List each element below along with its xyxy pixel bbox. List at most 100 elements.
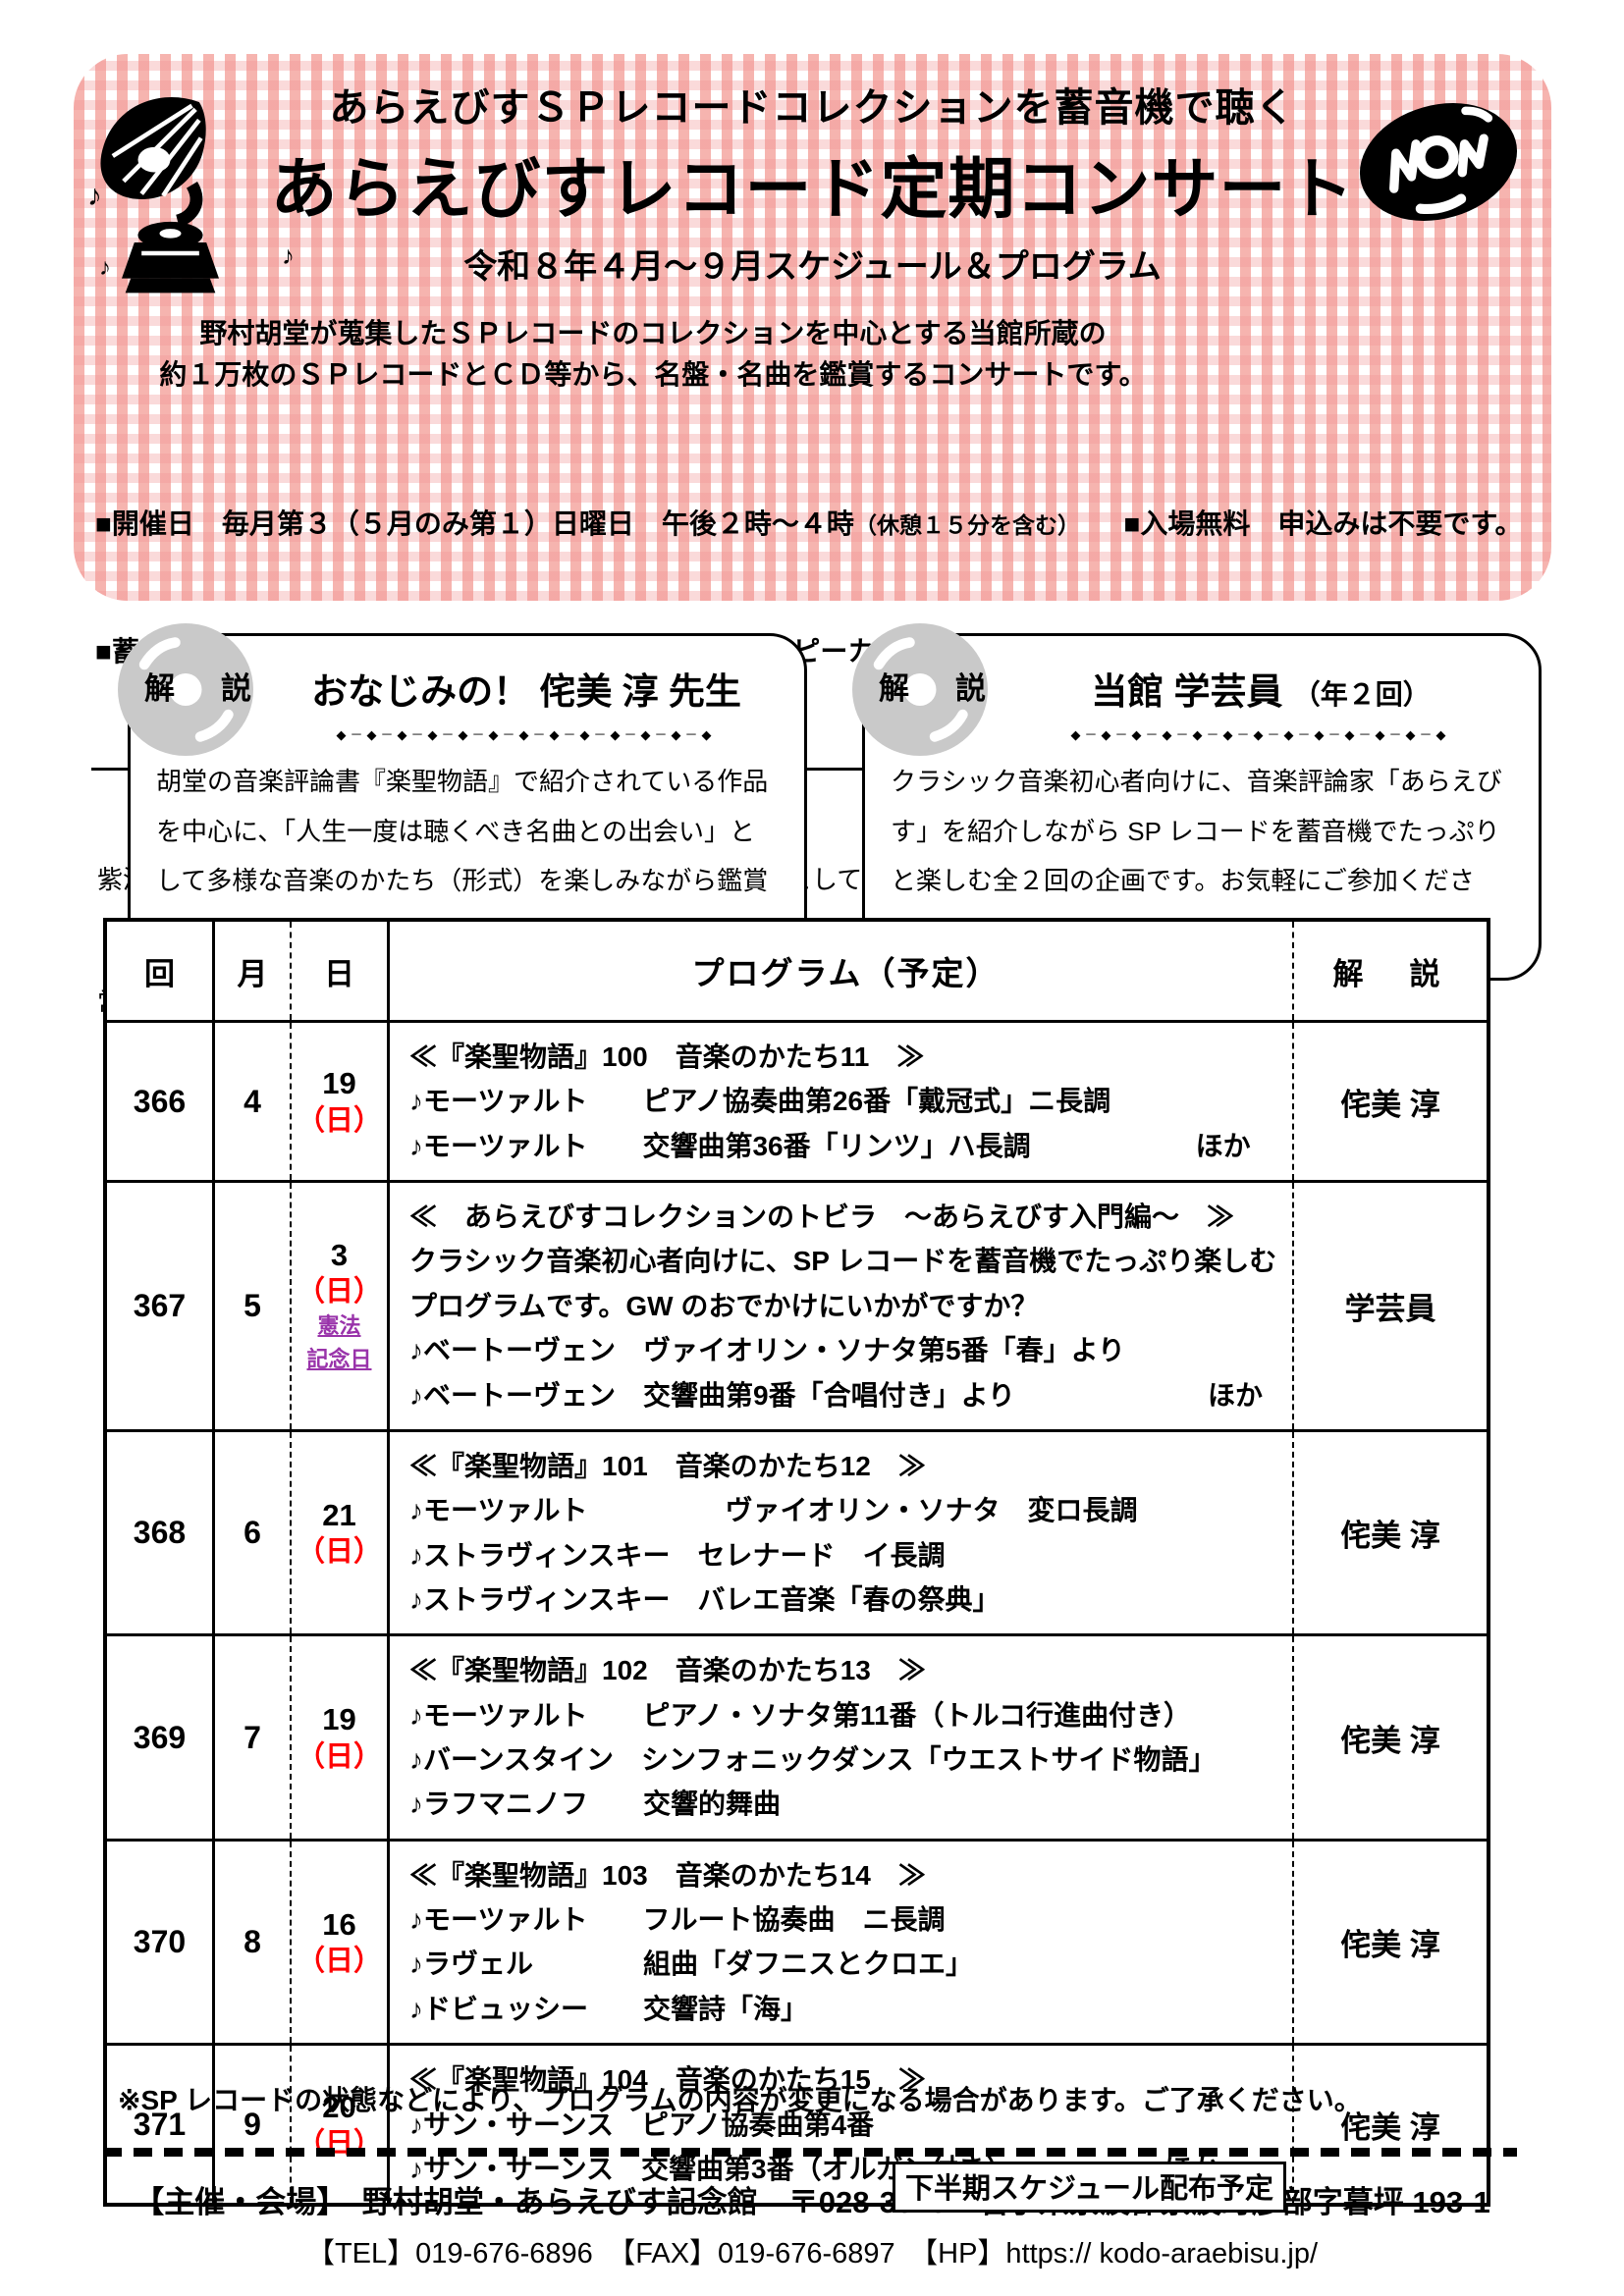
program-cell: ≪『楽聖物語』101 音楽のかたち12 ≫ ♪モーツァルト ヴァイオリン・ソナタ… xyxy=(390,1431,1294,1634)
program-line: ♪ラヴェル 組曲「ダフニスとクロエ」 xyxy=(409,1949,974,1980)
program-line: ♪モーツァルト ピアノ・ソナタ第11番（トルコ行進曲付き） xyxy=(409,1699,1191,1731)
program-line: クラシック音楽初心者向けに、SP レコードを蓄音機でたっぷり楽しむプログラムです… xyxy=(409,1246,1277,1321)
program-line: ♪モーツァルト ヴァイオリン・ソナタ 変ロ長調 xyxy=(409,1495,1138,1526)
program-line: ♪ベートーヴェン 交響曲第9番「合唱付き」より ほか xyxy=(409,1379,1264,1411)
lecturer-cell: 侘美 淳 xyxy=(1340,1519,1440,1554)
program-line: ♪ストラヴィンスキー セレナード イ長調 xyxy=(409,1539,946,1571)
day-cell: 3 （日） 憲法 記念日 xyxy=(292,1183,390,1429)
kaisetsu-badge-label: 解 説 xyxy=(879,671,994,706)
round-number-cell: 366 xyxy=(107,1023,215,1181)
program-line: ♪モーツァルト フルート協奏曲 ニ長調 xyxy=(409,1904,946,1936)
lecturer-cell: 侘美 淳 xyxy=(1340,2109,1440,2145)
program-line: ♪ドビュッシー 交響詩「海」 xyxy=(409,1993,809,2024)
day-of-week: （日） xyxy=(296,1946,382,1978)
diamond-divider: ◆－◆－◆－◆－◆－◆－◆－◆－◆－◆－◆－◆－◆ xyxy=(1070,727,1450,742)
detail-value: 毎月第３（５月のみ第１）日曜日 午後２時～４時 xyxy=(193,507,854,539)
program-change-disclaimer: ※SP レコードの状態などにより、プログラムの内容が変更になる場合があります。ご… xyxy=(118,2085,1362,2115)
month-cell: 8 xyxy=(215,1841,292,2044)
month-cell: 6 xyxy=(215,1431,292,1634)
day-number: 20 xyxy=(322,2089,356,2124)
header-cell-commentary: 解 説 xyxy=(1332,956,1448,991)
page-title: あらえびすレコード定期コンサート xyxy=(270,152,1355,227)
dashed-separator xyxy=(103,2148,1517,2157)
program-title-line: ≪『楽聖物語』100 音楽のかたち11 ≫ xyxy=(409,1041,925,1072)
holiday-label: 記念日 xyxy=(306,1347,372,1372)
day-number: 16 xyxy=(322,1906,356,1942)
day-of-week: （日） xyxy=(296,1740,382,1773)
program-cell: ≪ あらえびすコレクションのトビラ ～あらえびす入門編～ ≫ クラシック音楽初心… xyxy=(390,1183,1294,1429)
program-title-line: ≪ あらえびすコレクションのトビラ ～あらえびす入門編～ ≫ xyxy=(409,1201,1235,1233)
record-badge-icon xyxy=(118,623,253,756)
holiday-label: 憲法 xyxy=(317,1312,361,1338)
program-title-line: ≪『楽聖物語』101 音楽のかたち12 ≫ xyxy=(409,1450,926,1481)
program-line: ♪モーツァルト ピアノ協奏曲第26番「戴冠式」ニ長調 xyxy=(409,1086,1111,1117)
lecturer-cell: 侘美 淳 xyxy=(1340,1927,1440,1962)
month-cell: 9 xyxy=(215,2046,292,2204)
program-cell: ≪『楽聖物語』103 音楽のかたち14 ≫ ♪モーツァルト フルート協奏曲 ニ長… xyxy=(390,1841,1294,2044)
schedule-table: 回 月 日 プログラム（予定） 解 説 366 4 19 （日） ≪『楽聖物語』… xyxy=(103,918,1490,2214)
commentator-title: おなじみの！ 侘美 淳 先生 xyxy=(284,662,769,715)
program-cell: ≪『楽聖物語』102 音楽のかたち13 ≫ ♪モーツァルト ピアノ・ソナタ第11… xyxy=(390,1636,1294,1839)
record-disc-icon xyxy=(1359,103,1518,221)
table-row: 368 6 21 （日） ≪『楽聖物語』101 音楽のかたち12 ≫ ♪モーツァ… xyxy=(107,1428,1487,1634)
header-cell-month: 月 xyxy=(215,922,292,1020)
table-row: 369 7 19 （日） ≪『楽聖物語』102 音楽のかたち13 ≫ ♪モーツァ… xyxy=(107,1633,1487,1839)
round-number-cell: 370 xyxy=(107,1841,215,2044)
month-cell: 4 xyxy=(215,1023,292,1181)
day-of-week: （日） xyxy=(296,1104,382,1137)
separator-line xyxy=(91,768,1534,772)
program-title-line: ≪『楽聖物語』104 音楽のかたち15 ≫ xyxy=(409,2064,926,2096)
header-tagline: あらえびすＳＰレコードコレクションを蓄音機で聴く xyxy=(329,86,1296,130)
day-cell: 19 （日） xyxy=(292,1023,390,1181)
organizer-venue-line: 【主催・会場】 野村胡堂・あらえびす記念館 〒028-3315 岩手県紫波郡紫波… xyxy=(134,2185,1490,2219)
program-line: ♪サン・サーンス ピアノ協奏曲第4番 xyxy=(409,2109,875,2140)
detail-note: （休憩１５分を含む） xyxy=(853,511,1069,538)
table-header-row: 回 月 日 プログラム（予定） 解 説 xyxy=(107,922,1487,1020)
header-cell-round: 回 xyxy=(107,922,215,1020)
commentator-name: おなじみの！ 侘美 淳 先生 xyxy=(311,671,741,712)
header-subtitle: 令和８年４月～９月スケジュール＆プログラム xyxy=(463,248,1162,286)
program-title-line: ≪『楽聖物語』102 音楽のかたち13 ≫ xyxy=(409,1655,926,1686)
day-number: 19 xyxy=(322,1066,356,1101)
commentator-description: 胡堂の音楽評論書『楽聖物語』で紹介されている作品を中心に、「人生一度は聴くべき名… xyxy=(156,767,769,945)
day-cell: 19 （日） xyxy=(292,1636,390,1839)
header-cell-program: プログラム（予定） xyxy=(390,922,1294,1020)
record-badge-icon xyxy=(852,623,988,756)
music-note-icon: ♪ xyxy=(87,180,102,212)
day-cell: 16 （日） xyxy=(292,1841,390,2044)
contact-line: 【TEL】019-676-6896 【FAX】019-676-6897 【HP】… xyxy=(305,2238,1319,2269)
intro-paragraph: 野村胡堂が蒐集したＳＰレコードのコレクションを中心とする当館所蔵の 約１万枚のＳ… xyxy=(133,313,1173,396)
music-note-icon: ♪ xyxy=(99,254,111,281)
commentator-description: クラシック音楽初心者向けに、音楽評論家「あらえびす」を紹介しながら SP レコー… xyxy=(891,767,1502,945)
day-of-week: （日） xyxy=(296,1536,382,1569)
round-number-cell: 371 xyxy=(107,2046,215,2204)
round-number-cell: 369 xyxy=(107,1636,215,1839)
music-note-icon: ♪ xyxy=(282,240,295,270)
program-cell: ≪『楽聖物語』104 音楽のかたち15 ≫ ♪サン・サーンス ピアノ協奏曲第4番… xyxy=(390,2046,1294,2214)
kaisetsu-badge: 解 説 xyxy=(849,620,997,760)
lecturer-cell: 侘美 淳 xyxy=(1340,1723,1440,1758)
diamond-divider: ◆－◆－◆－◆－◆－◆－◆－◆－◆－◆－◆－◆－◆ xyxy=(336,727,716,742)
lecturer-cell: 侘美 淳 xyxy=(1340,1087,1440,1122)
day-number: 21 xyxy=(322,1498,356,1533)
second-half-schedule-note: 下半期スケジュール配布予定 xyxy=(893,2162,1286,2214)
day-of-week: （日） xyxy=(296,1276,382,1308)
lecturer-cell: 学芸員 xyxy=(1344,1291,1436,1326)
day-cell: 21 （日） xyxy=(292,1431,390,1634)
header-cell-day: 日 xyxy=(292,922,390,1020)
commentator-title-note: （年２回） xyxy=(1292,679,1431,710)
table-row: 366 4 19 （日） ≪『楽聖物語』100 音楽のかたち11 ≫ ♪モーツァ… xyxy=(107,1020,1487,1181)
program-line: ♪ストラヴィンスキー バレエ音楽「春の祭典」 xyxy=(409,1583,1001,1615)
detail-label: ■開催日 xyxy=(95,507,194,539)
month-cell: 7 xyxy=(215,1636,292,1839)
program-title-line: ≪『楽聖物語』103 音楽のかたち14 ≫ xyxy=(409,1859,926,1891)
table-row: 371 9 20 （日） ≪『楽聖物語』104 音楽のかたち15 ≫ ♪サン・サ… xyxy=(107,2043,1487,2214)
table-row: 370 8 16 （日） ≪『楽聖物語』103 音楽のかたち14 ≫ ♪モーツァ… xyxy=(107,1838,1487,2044)
program-line: ♪ラフマニノフ 交響的舞曲 xyxy=(409,1789,782,1820)
intro-line: 野村胡堂が蒐集したＳＰレコードのコレクションを中心とする当館所蔵の xyxy=(199,318,1107,348)
day-number: 19 xyxy=(322,1702,356,1737)
commentator-title: 当館 学芸員 （年２回） xyxy=(1018,662,1503,715)
kaisetsu-badge: 解 説 xyxy=(115,620,262,760)
round-number-cell: 367 xyxy=(107,1183,215,1429)
